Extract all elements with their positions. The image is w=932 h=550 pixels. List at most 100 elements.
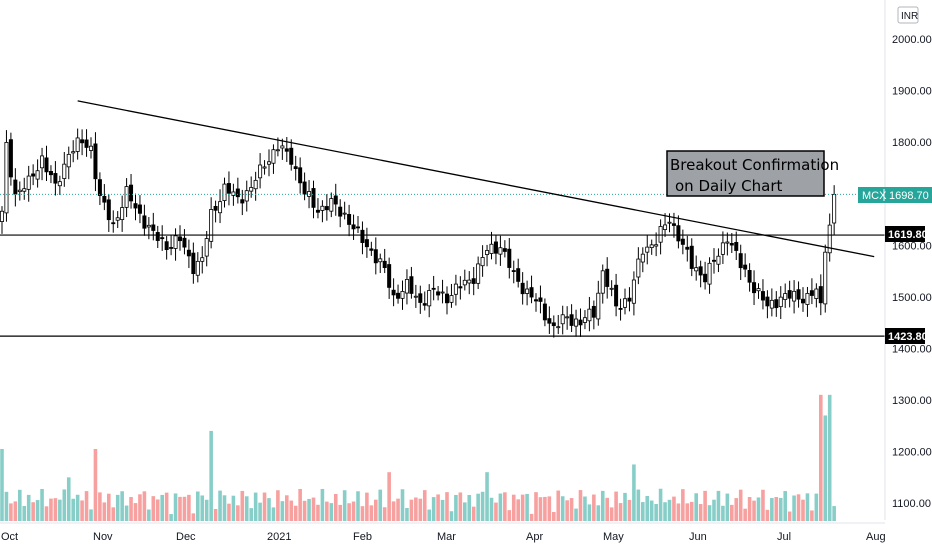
- candle-up: [476, 263, 481, 284]
- candle-up: [667, 221, 672, 224]
- candle-up: [249, 187, 254, 192]
- volume-bar: [178, 496, 182, 521]
- candle-down: [315, 209, 320, 213]
- volume-bar: [596, 505, 601, 521]
- volume-bar: [138, 494, 142, 521]
- volume-bar: [62, 489, 67, 521]
- volume-bar: [832, 506, 836, 521]
- candle-up: [609, 287, 614, 290]
- volume-bar: [396, 498, 400, 521]
- candle-up: [404, 279, 409, 294]
- x-axis-label: Feb: [353, 531, 372, 543]
- x-axis-label: Jul: [777, 531, 791, 543]
- volume-bar: [787, 511, 792, 521]
- volume-bar: [756, 497, 761, 521]
- candle-up: [62, 163, 67, 179]
- volume-bar: [489, 497, 494, 521]
- volume-bar: [418, 498, 423, 521]
- volume-bar: [9, 503, 13, 521]
- candle-up: [814, 288, 819, 299]
- volume-bar: [409, 499, 414, 521]
- candle-up: [244, 190, 249, 202]
- x-axis-label: Oct: [1, 531, 18, 543]
- volume-bar: [578, 490, 583, 521]
- candle-down: [520, 282, 525, 295]
- volume-bar: [311, 497, 316, 521]
- x-axis-label: Mar: [437, 531, 456, 543]
- candle-down: [569, 314, 574, 326]
- volume-bar: [636, 489, 641, 521]
- candle-down: [809, 290, 814, 296]
- volume-bar: [31, 502, 35, 521]
- level-tag-1619-bg: [885, 226, 925, 242]
- candle-down: [182, 237, 187, 248]
- candle-down: [774, 299, 779, 309]
- volume-bar: [494, 502, 498, 521]
- volume-bar: [707, 505, 712, 521]
- candle-down: [191, 252, 196, 274]
- candle-down: [289, 147, 294, 165]
- volume-bar: [129, 496, 133, 521]
- candle-up: [66, 153, 71, 168]
- current-price-tag-bg: [858, 187, 932, 203]
- candle-up: [645, 246, 650, 253]
- volume-bar: [449, 511, 454, 521]
- volume-bar: [333, 493, 338, 521]
- y-tick-label: 1200.00: [892, 447, 932, 459]
- price-axis[interactable]: 2000.001900.001800.001700.001600.001500.…: [884, 0, 932, 520]
- volume-bar: [182, 496, 187, 521]
- volume-bar: [823, 415, 828, 521]
- volume-bar: [574, 508, 578, 521]
- volume-bar: [196, 491, 200, 521]
- volume-bar: [587, 504, 592, 521]
- candle-up: [115, 217, 120, 221]
- candle-down: [151, 224, 156, 231]
- x-axis-labels: Oct Nov Dec 2021 Feb Mar Apr May Jun Jul Aug: [1, 531, 886, 543]
- candle-up: [440, 291, 445, 294]
- volume-bar: [66, 477, 71, 521]
- candle-up: [832, 193, 837, 224]
- currency-box[interactable]: [897, 6, 919, 24]
- candle-down: [155, 232, 160, 241]
- volume-bar: [445, 492, 449, 521]
- candle-down: [160, 237, 165, 240]
- volume-bar: [164, 492, 169, 521]
- candle-down: [235, 188, 240, 198]
- volume-bar: [503, 492, 507, 521]
- candle-up: [449, 295, 454, 303]
- volume-bar: [13, 501, 18, 521]
- volume-bar: [222, 495, 227, 521]
- candle-down: [387, 264, 392, 288]
- candle-down: [226, 183, 231, 194]
- candle-up: [640, 253, 645, 263]
- y-tick-label: 1600.00: [892, 240, 932, 252]
- candle-down: [676, 225, 681, 242]
- volume-bar: [236, 505, 240, 521]
- volume-bar: [40, 488, 44, 521]
- volume-bar: [649, 500, 654, 521]
- volume-bar: [725, 493, 730, 521]
- volume-bar: [427, 509, 431, 521]
- volume-bar: [35, 500, 40, 521]
- volume-bar: [387, 472, 391, 521]
- volume-bar: [792, 495, 796, 521]
- volume-bar: [115, 494, 120, 521]
- candle-down: [355, 226, 360, 229]
- volume-bar: [374, 499, 378, 521]
- candle-up: [0, 210, 4, 222]
- volume-bar: [307, 498, 311, 521]
- volume-bar: [120, 491, 124, 521]
- candle-up: [204, 238, 209, 257]
- volume-bar: [382, 507, 387, 521]
- candle-up: [124, 186, 129, 208]
- current-price-symbol: MCX: [862, 190, 887, 202]
- volume-bar: [627, 499, 632, 521]
- candle-down: [311, 188, 316, 208]
- candle-up: [266, 161, 271, 165]
- volume-bar: [618, 503, 623, 521]
- time-axis[interactable]: Oct Nov Dec 2021 Feb Mar Apr May Jun Jul Aug: [0, 522, 886, 543]
- volume-bar: [53, 498, 58, 521]
- candle-up: [146, 224, 151, 228]
- candle-down: [516, 268, 521, 282]
